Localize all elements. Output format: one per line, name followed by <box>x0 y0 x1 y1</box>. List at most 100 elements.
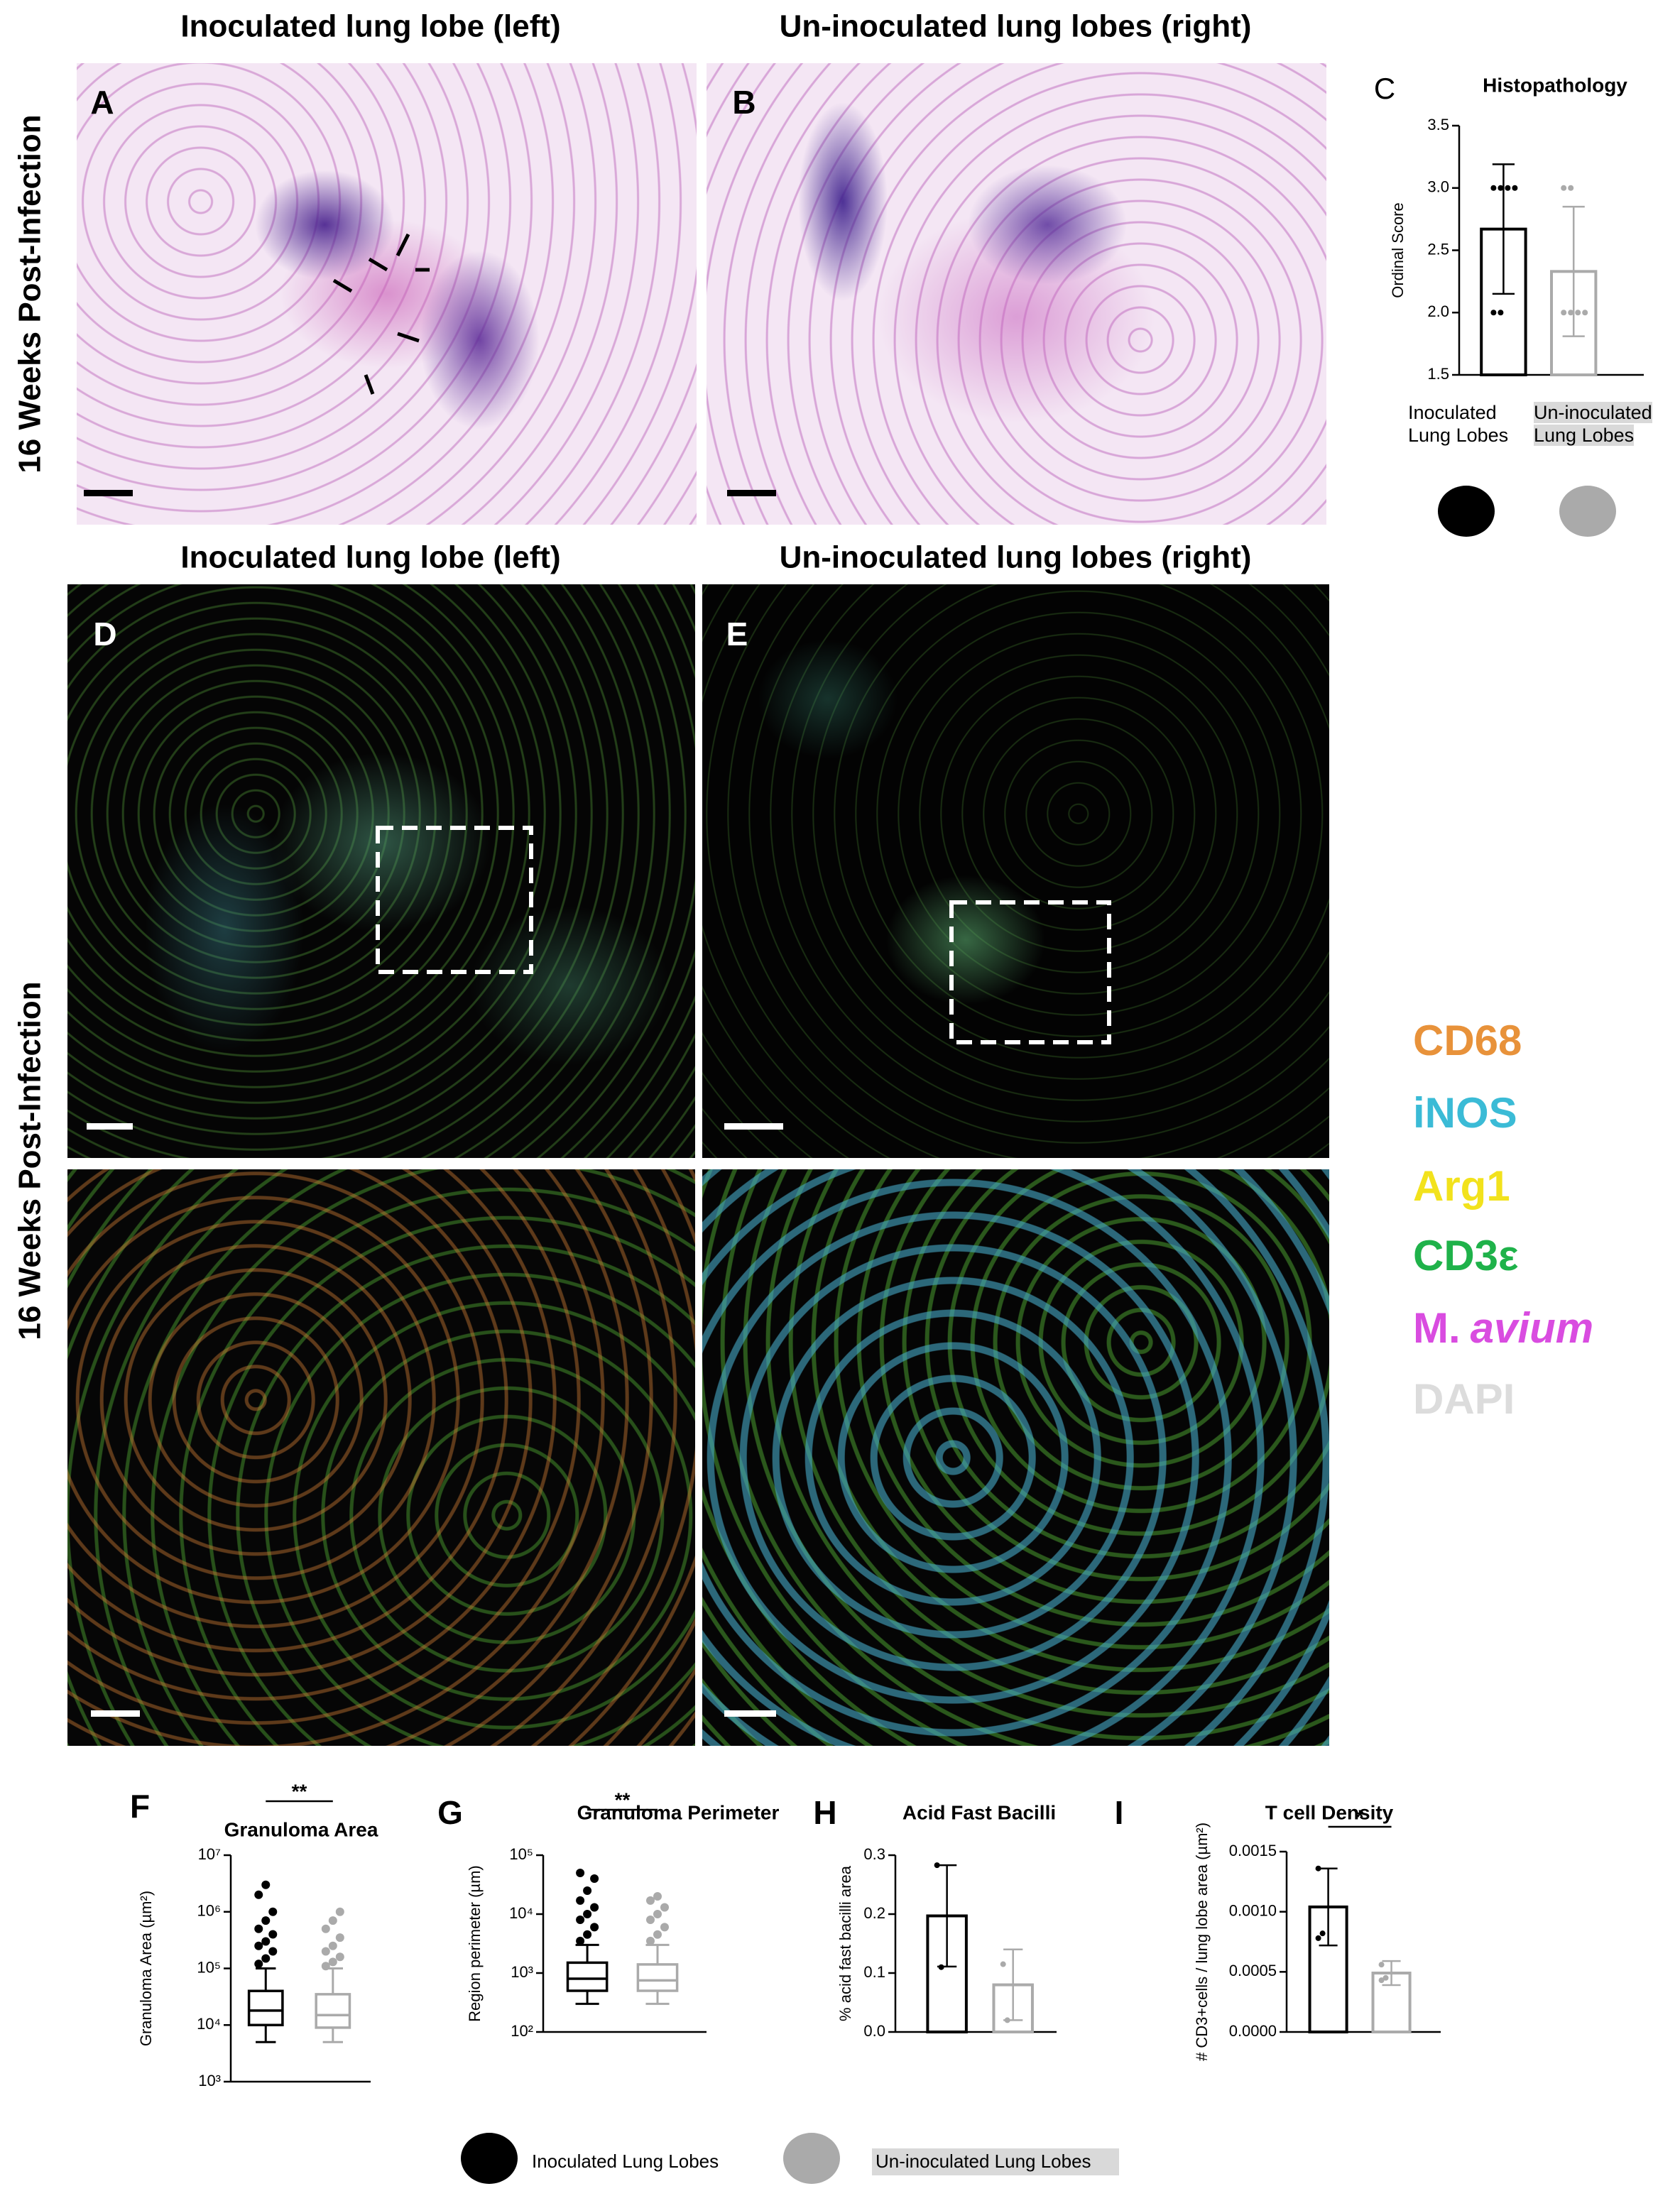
outlier <box>261 1880 271 1889</box>
data-point <box>1505 185 1511 191</box>
y-tick-label: 10³ <box>198 2072 221 2089</box>
outlier <box>583 1930 592 1939</box>
y-tick-label: 3.0 <box>1427 178 1449 196</box>
category-label: Un-inoculated Lung Lobes <box>1534 401 1676 447</box>
channel-label: CD3ε <box>1413 1232 1519 1279</box>
channel-name: CD68 <box>1413 1017 1522 1064</box>
box <box>566 1961 609 1992</box>
y-tick-label: 10² <box>511 2022 533 2040</box>
data-point <box>1561 185 1567 191</box>
y-tick-label: 2.5 <box>1427 240 1449 258</box>
category-label: Inoculated Lung Lobes <box>1408 401 1522 447</box>
outlier <box>590 1874 599 1884</box>
data-point <box>1561 310 1567 316</box>
panel-letter: B <box>732 84 756 121</box>
outlier <box>254 1924 263 1933</box>
data-point <box>1568 185 1574 191</box>
outlier <box>261 1937 271 1946</box>
data-point <box>1315 1865 1321 1872</box>
outlier <box>335 1952 344 1962</box>
panel-letter: D <box>93 616 116 652</box>
channel-name-italic: avium <box>1471 1304 1593 1352</box>
outlier <box>583 1886 592 1895</box>
outlier <box>268 1947 278 1956</box>
outlier <box>590 1903 599 1912</box>
if-image-e <box>702 584 1329 1158</box>
outlier <box>268 1930 278 1939</box>
legend-label: Inoculated Lung Lobes <box>532 2151 719 2172</box>
outlier <box>254 1960 263 1969</box>
data-point <box>1000 1961 1006 1967</box>
significance-label: * <box>1356 1805 1364 1827</box>
y-tick-label: 0.3 <box>863 1845 885 1863</box>
data-point <box>938 1964 944 1970</box>
chart-title: Acid Fast Bacilli <box>902 1801 1056 1823</box>
y-tick-label: 2.0 <box>1427 302 1449 320</box>
scale-bar <box>724 1710 776 1717</box>
scale-bar <box>91 1710 140 1717</box>
category-marker <box>1438 486 1495 537</box>
outlier <box>646 1916 655 1925</box>
channel-name: Arg1 <box>1413 1162 1510 1210</box>
if-zoom-e <box>702 1169 1329 1746</box>
data-point <box>1378 1962 1385 1968</box>
y-tick-label: 0.0010 <box>1229 1901 1277 1919</box>
scale-bar <box>727 490 776 496</box>
chart-title: Granuloma Area <box>224 1818 378 1840</box>
box <box>247 1989 284 2026</box>
data-point <box>1004 2017 1010 2023</box>
category-text: Inoculated Lung Lobes <box>1408 402 1509 446</box>
legend-marker <box>461 2133 518 2184</box>
channel-label: CD68 <box>1413 1017 1522 1064</box>
panel-letter: I <box>1115 1794 1124 1831</box>
outlier <box>321 1947 330 1956</box>
data-point <box>1568 310 1574 316</box>
if-image-d <box>67 584 695 1158</box>
y-tick-label: 1.5 <box>1427 365 1449 383</box>
panel-title: Un-inoculated lung lobes (right) <box>780 540 1252 575</box>
box <box>636 1963 679 1992</box>
outlier <box>660 1923 669 1932</box>
y-tick-label: 0.0015 <box>1229 1842 1277 1859</box>
y-axis-label: Granuloma Area (µm²) <box>137 1891 155 2046</box>
arrows <box>332 233 430 395</box>
he-image-b <box>707 63 1326 525</box>
scale-bar <box>84 490 133 496</box>
panel-letter: A <box>90 84 114 121</box>
legend-highlight <box>872 2148 1119 2175</box>
panel-letter: H <box>813 1794 836 1831</box>
y-tick-label: 0.2 <box>863 1904 885 1922</box>
outlier <box>335 1907 344 1916</box>
outlier <box>321 1962 330 1971</box>
outlier <box>254 1890 263 1899</box>
outlier <box>646 1896 655 1905</box>
zoom-box <box>949 900 1111 1044</box>
outlier <box>576 1916 585 1925</box>
y-tick-label: 10³ <box>511 1963 533 1981</box>
outlier <box>646 1936 655 1945</box>
data-point <box>1315 1935 1321 1941</box>
outlier <box>328 1916 337 1925</box>
channel-name: DAPI <box>1413 1375 1515 1423</box>
data-point <box>1490 185 1497 191</box>
significance-label: ** <box>615 1788 631 1810</box>
data-point <box>1498 185 1504 191</box>
box <box>315 1993 351 2029</box>
outlier <box>268 1907 278 1916</box>
chart-title: T cell Density <box>1265 1801 1394 1823</box>
legend-marker <box>783 2133 840 2184</box>
y-tick-label: 10⁵ <box>509 1845 533 1863</box>
y-tick-label: 10⁴ <box>197 2015 221 2033</box>
y-axis-label: % acid fast bacilli area <box>836 1865 854 2021</box>
significance-label: ** <box>292 1780 307 1802</box>
data-point <box>934 1862 940 1869</box>
data-point <box>1319 1930 1326 1937</box>
data-point <box>1378 1977 1385 1984</box>
y-tick-label: 0.1 <box>863 1963 885 1981</box>
data-point <box>1382 1974 1389 1981</box>
y-tick-label: 0.0005 <box>1229 1962 1277 1979</box>
data-point <box>1512 185 1518 191</box>
panel-title: Un-inoculated lung lobes (right) <box>780 9 1252 44</box>
outlier <box>583 1910 592 1918</box>
